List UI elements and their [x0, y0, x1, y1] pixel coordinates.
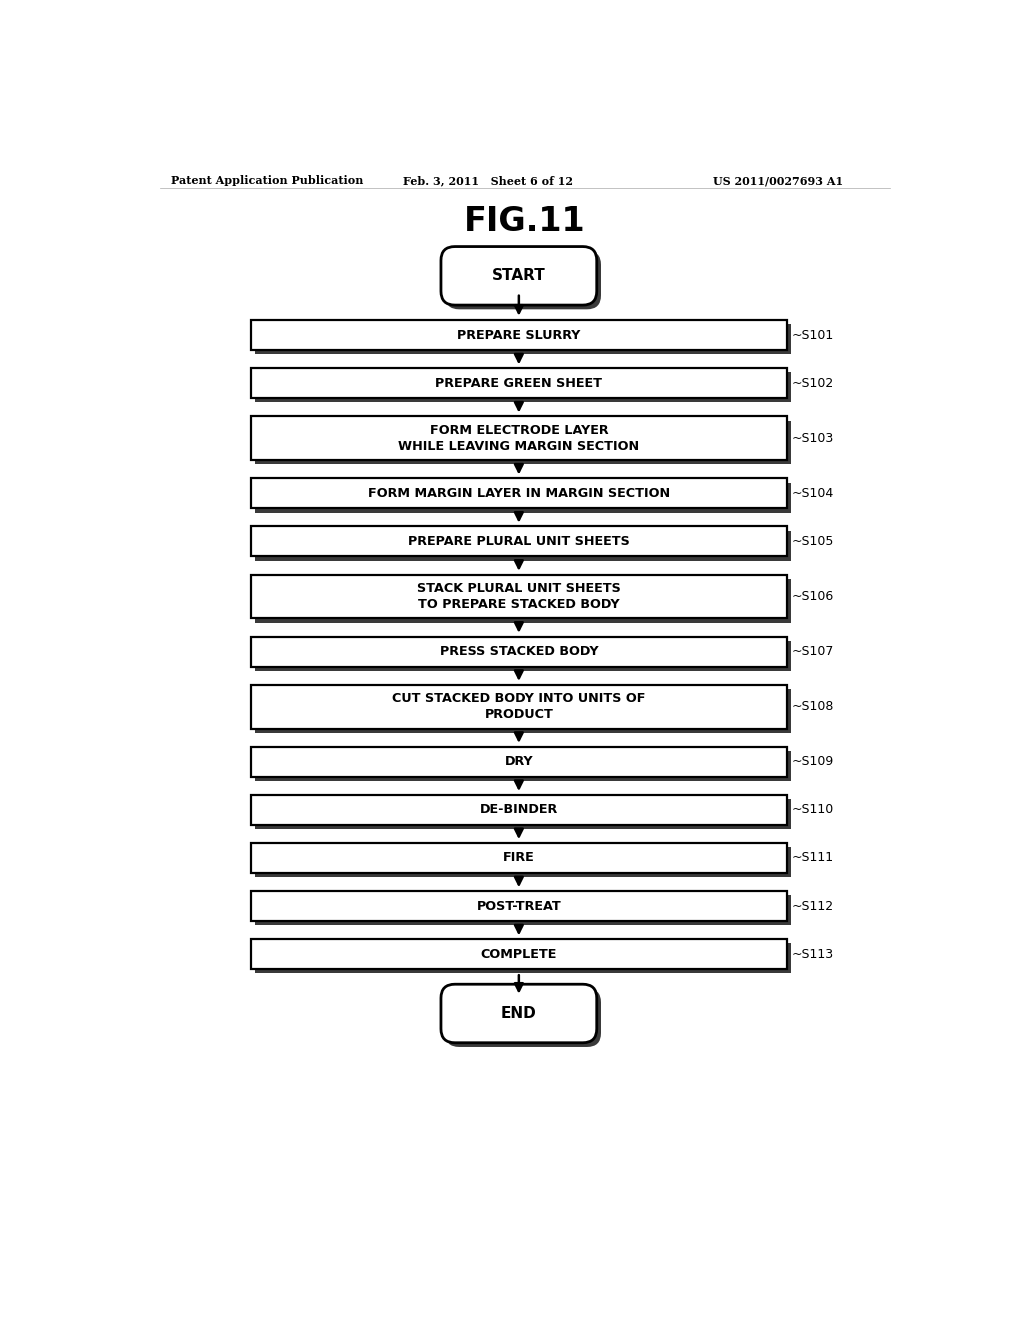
FancyBboxPatch shape — [251, 747, 786, 776]
FancyBboxPatch shape — [255, 421, 791, 465]
Text: ~S113: ~S113 — [793, 948, 835, 961]
FancyBboxPatch shape — [251, 321, 786, 350]
Text: DRY: DRY — [505, 755, 534, 768]
FancyBboxPatch shape — [255, 372, 791, 403]
FancyBboxPatch shape — [251, 685, 786, 729]
Text: US 2011/0027693 A1: US 2011/0027693 A1 — [713, 176, 843, 186]
Text: ~S104: ~S104 — [793, 487, 835, 500]
FancyBboxPatch shape — [255, 895, 791, 925]
FancyBboxPatch shape — [251, 478, 786, 508]
Text: ~S109: ~S109 — [793, 755, 835, 768]
Text: ~S103: ~S103 — [793, 432, 835, 445]
Text: Patent Application Publication: Patent Application Publication — [171, 176, 362, 186]
FancyBboxPatch shape — [441, 985, 597, 1043]
FancyBboxPatch shape — [445, 251, 601, 309]
FancyBboxPatch shape — [251, 940, 786, 969]
FancyBboxPatch shape — [445, 989, 601, 1047]
FancyBboxPatch shape — [255, 640, 791, 671]
Text: FIRE: FIRE — [503, 851, 535, 865]
FancyBboxPatch shape — [255, 483, 791, 512]
Text: CUT STACKED BODY INTO UNITS OF
PRODUCT: CUT STACKED BODY INTO UNITS OF PRODUCT — [392, 692, 645, 721]
FancyBboxPatch shape — [251, 368, 786, 399]
Text: DE-BINDER: DE-BINDER — [479, 804, 558, 816]
FancyBboxPatch shape — [255, 799, 791, 829]
FancyBboxPatch shape — [251, 843, 786, 873]
Text: PREPARE SLURRY: PREPARE SLURRY — [457, 329, 581, 342]
Text: ~S101: ~S101 — [793, 329, 835, 342]
FancyBboxPatch shape — [251, 574, 786, 619]
Text: START: START — [492, 268, 546, 284]
FancyBboxPatch shape — [255, 944, 791, 973]
Text: ~S111: ~S111 — [793, 851, 835, 865]
FancyBboxPatch shape — [255, 751, 791, 781]
FancyBboxPatch shape — [251, 636, 786, 667]
FancyBboxPatch shape — [441, 247, 597, 305]
FancyBboxPatch shape — [251, 527, 786, 557]
Text: Feb. 3, 2011   Sheet 6 of 12: Feb. 3, 2011 Sheet 6 of 12 — [403, 176, 573, 186]
Text: COMPLETE: COMPLETE — [480, 948, 557, 961]
FancyBboxPatch shape — [255, 689, 791, 733]
Text: ~S105: ~S105 — [793, 535, 835, 548]
Text: ~S102: ~S102 — [793, 376, 835, 389]
Text: FORM ELECTRODE LAYER
WHILE LEAVING MARGIN SECTION: FORM ELECTRODE LAYER WHILE LEAVING MARGI… — [398, 424, 639, 453]
Text: END: END — [501, 1006, 537, 1020]
Text: ~S106: ~S106 — [793, 590, 835, 603]
FancyBboxPatch shape — [251, 891, 786, 921]
FancyBboxPatch shape — [255, 579, 791, 623]
Text: STACK PLURAL UNIT SHEETS
TO PREPARE STACKED BODY: STACK PLURAL UNIT SHEETS TO PREPARE STAC… — [417, 582, 621, 611]
Text: POST-TREAT: POST-TREAT — [476, 899, 561, 912]
FancyBboxPatch shape — [255, 847, 791, 878]
Text: FIG.11: FIG.11 — [464, 205, 586, 238]
Text: ~S108: ~S108 — [793, 700, 835, 713]
FancyBboxPatch shape — [251, 416, 786, 461]
Text: ~S110: ~S110 — [793, 804, 835, 816]
Text: ~S112: ~S112 — [793, 899, 835, 912]
Text: PRESS STACKED BODY: PRESS STACKED BODY — [439, 645, 598, 659]
Text: ~S107: ~S107 — [793, 645, 835, 659]
FancyBboxPatch shape — [255, 325, 791, 354]
Text: PREPARE GREEN SHEET: PREPARE GREEN SHEET — [435, 376, 602, 389]
FancyBboxPatch shape — [255, 531, 791, 561]
FancyBboxPatch shape — [251, 795, 786, 825]
Text: PREPARE PLURAL UNIT SHEETS: PREPARE PLURAL UNIT SHEETS — [408, 535, 630, 548]
Text: FORM MARGIN LAYER IN MARGIN SECTION: FORM MARGIN LAYER IN MARGIN SECTION — [368, 487, 670, 500]
